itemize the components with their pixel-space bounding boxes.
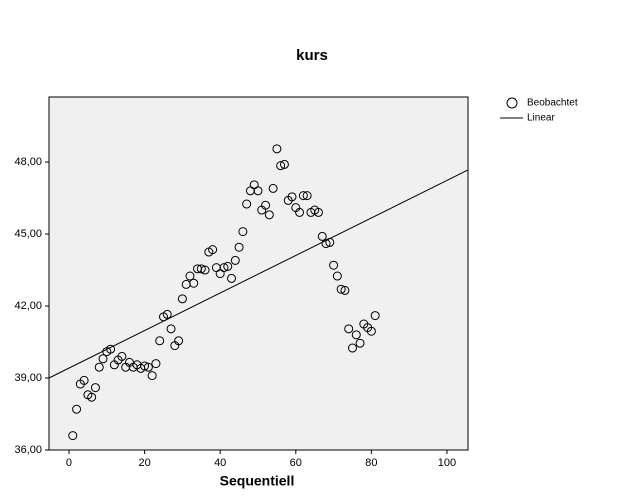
data-point xyxy=(79,375,89,385)
data-point xyxy=(317,231,327,241)
data-point xyxy=(279,159,289,169)
fit-line xyxy=(48,169,469,379)
data-point xyxy=(238,227,248,237)
data-point xyxy=(166,324,176,334)
legend-label: Linear xyxy=(527,113,555,124)
data-point xyxy=(264,210,274,220)
data-point xyxy=(117,351,127,361)
data-point xyxy=(313,207,323,217)
y-tick-label: 39,00 xyxy=(14,372,42,384)
data-point xyxy=(185,271,195,281)
x-tick-label: 0 xyxy=(66,457,72,469)
y-tick-label: 36,00 xyxy=(14,444,42,456)
data-point xyxy=(162,309,172,319)
x-axis-label: Sequentiell xyxy=(220,473,295,489)
data-point xyxy=(189,278,199,288)
data-point xyxy=(177,294,187,304)
y-tick-label: 42,00 xyxy=(14,300,42,312)
data-point xyxy=(242,199,252,209)
data-point xyxy=(276,161,286,171)
data-point xyxy=(87,392,97,402)
data-point xyxy=(155,336,165,346)
data-point xyxy=(347,343,357,353)
data-point xyxy=(72,404,82,414)
data-point xyxy=(174,336,184,346)
x-tick-label: 40 xyxy=(214,457,226,469)
data-point xyxy=(227,273,237,283)
data-point xyxy=(332,271,342,281)
plot-frame xyxy=(48,96,469,451)
data-point xyxy=(151,359,161,369)
data-point xyxy=(298,191,308,201)
data-point xyxy=(234,242,244,252)
data-point xyxy=(355,338,365,348)
y-tick-label: 48,00 xyxy=(14,156,42,168)
data-point xyxy=(370,311,380,321)
y-tick-label: 45,00 xyxy=(14,228,42,240)
data-point xyxy=(261,200,271,210)
data-point xyxy=(268,183,278,193)
data-point xyxy=(200,265,210,275)
data-point xyxy=(143,362,153,372)
x-tick-label: 60 xyxy=(290,457,302,469)
data-point xyxy=(287,192,297,202)
data-point xyxy=(321,239,331,249)
data-point xyxy=(94,362,104,372)
data-point xyxy=(219,263,229,273)
data-point xyxy=(208,245,218,255)
x-tick-label: 20 xyxy=(138,457,150,469)
data-point xyxy=(68,431,78,441)
data-point xyxy=(147,371,157,381)
data-point xyxy=(336,284,346,294)
data-point xyxy=(272,144,282,154)
data-point xyxy=(366,326,376,336)
data-point xyxy=(295,207,305,217)
data-point xyxy=(329,260,339,270)
x-tick-label: 80 xyxy=(365,457,377,469)
data-point xyxy=(90,383,100,393)
data-point xyxy=(98,354,108,364)
chart-title: kurs xyxy=(296,47,328,64)
data-point xyxy=(344,324,354,334)
data-point xyxy=(351,330,361,340)
data-point xyxy=(140,361,150,371)
data-point xyxy=(230,255,240,265)
x-tick-label: 100 xyxy=(438,457,456,469)
data-point xyxy=(302,191,312,201)
legend-symbol xyxy=(506,97,518,109)
legend-label: Beobachtet xyxy=(527,98,578,109)
data-point xyxy=(196,264,206,274)
data-point xyxy=(223,261,233,271)
data-point xyxy=(253,186,263,196)
data-point xyxy=(340,285,350,295)
